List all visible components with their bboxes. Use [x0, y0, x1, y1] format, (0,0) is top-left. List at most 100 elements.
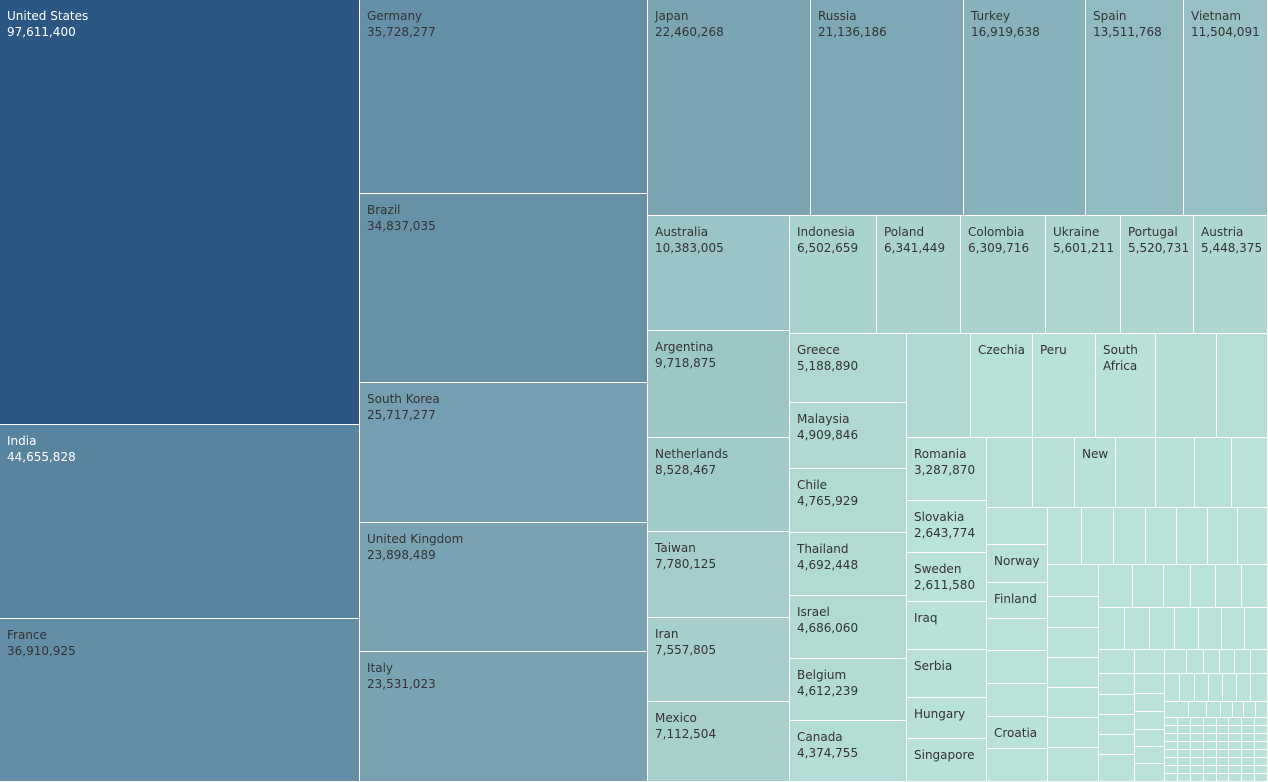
treemap-cell-minor [1048, 688, 1099, 718]
treemap-cell-minor [1099, 650, 1135, 674]
treemap-cell-minor [1165, 726, 1178, 734]
treemap-cell-minor [1255, 774, 1268, 782]
treemap-label: Peru [1040, 342, 1067, 358]
treemap-cell-germany: Germany 35,728,277 [360, 0, 648, 194]
treemap-label-value: 7,780,125 [655, 557, 717, 571]
treemap-cell-minor [1203, 774, 1217, 782]
treemap-label-value: 4,692,448 [797, 558, 859, 572]
treemap-cell-minor [1135, 764, 1165, 782]
treemap-label-name: Poland [884, 225, 925, 239]
treemap-label: Brazil 34,837,035 [367, 202, 436, 234]
treemap-cell-romania: Romania 3,287,870 [907, 438, 987, 501]
treemap-label-name: Russia [818, 9, 857, 23]
treemap-cell-minor [1177, 750, 1191, 758]
treemap-cell-minor [1190, 750, 1204, 758]
treemap-cell-minor [1216, 750, 1230, 758]
treemap-label-name: Vietnam [1191, 9, 1242, 23]
treemap-cell-minor [1177, 774, 1191, 782]
treemap-cell-minor [1242, 766, 1256, 774]
treemap-label-name: Sweden [914, 562, 962, 576]
treemap-cell-minor [1099, 565, 1133, 608]
treemap-label: New [1082, 446, 1108, 462]
treemap-cell-minor [1099, 674, 1135, 695]
treemap-label: Greece 5,188,890 [797, 342, 858, 374]
treemap-cell-slovakia: Slovakia 2,643,774 [907, 501, 987, 553]
treemap-cell-minor [987, 651, 1048, 684]
treemap-label-name: Czechia [978, 343, 1025, 357]
treemap-cell-minor [1048, 748, 1099, 782]
treemap-cell-hungary: Hungary [907, 698, 987, 739]
treemap-label-name: United Kingdom [367, 532, 464, 546]
treemap-cell-minor [1150, 608, 1175, 650]
treemap-label-value: 4,612,239 [797, 684, 859, 698]
treemap-cell-minor [1255, 758, 1268, 766]
treemap-cell-minor [1221, 702, 1233, 718]
treemap-label-value: 5,520,731 [1128, 241, 1190, 255]
treemap-cell-serbia: Serbia [907, 650, 987, 698]
treemap-cell-minor [1242, 774, 1256, 782]
treemap-cell-minor [1165, 750, 1178, 758]
treemap-label-value: 4,765,929 [797, 494, 859, 508]
treemap-cell-minor [1099, 755, 1135, 782]
treemap-cell-minor [987, 438, 1033, 508]
treemap-cell-minor [1242, 742, 1256, 750]
treemap-label-name: Belgium [797, 668, 847, 682]
treemap-label: Taiwan 7,780,125 [655, 540, 716, 572]
treemap-cell-netherlands: Netherlands 8,528,467 [648, 438, 790, 532]
treemap-label-value: 16,919,638 [971, 25, 1040, 39]
treemap-label-name: Germany [367, 9, 423, 23]
treemap-cell-minor [1165, 742, 1178, 750]
treemap-label-value: 23,898,489 [367, 548, 436, 562]
treemap-label: Italy 23,531,023 [367, 660, 436, 692]
treemap-label-value: 44,655,828 [7, 450, 76, 464]
treemap-cell-minor [987, 508, 1048, 545]
treemap-cell-minor [1238, 508, 1268, 565]
treemap-label-value: 4,686,060 [797, 621, 859, 635]
treemap-cell-mexico: Mexico 7,112,504 [648, 702, 790, 782]
treemap-label-value: 4,909,846 [797, 428, 859, 442]
treemap-cell-singapore: Singapore [907, 739, 987, 782]
treemap-cell-minor [1033, 438, 1075, 508]
treemap-cell-minor [1242, 734, 1256, 742]
treemap-cell-minor [1203, 766, 1217, 774]
treemap-label: Mexico 7,112,504 [655, 710, 716, 742]
treemap-label-value: 35,728,277 [367, 25, 436, 39]
treemap-cell-minor [1177, 726, 1191, 734]
treemap-cell-canada: Canada 4,374,755 [790, 721, 907, 782]
treemap-cell-colombia: Colombia 6,309,716 [961, 216, 1046, 334]
treemap-label-name: Iran [655, 627, 679, 641]
treemap-cell-minor [1217, 334, 1268, 438]
treemap-cell-minor [1177, 718, 1191, 726]
treemap-label-name: Romania [914, 447, 967, 461]
treemap-cell-minor [1190, 726, 1204, 734]
treemap-label-value: 21,136,186 [818, 25, 887, 39]
treemap-label-value: 9,718,875 [655, 356, 717, 370]
treemap-label: Argentina 9,718,875 [655, 339, 716, 371]
treemap-cell-minor [1189, 702, 1207, 718]
treemap-label-name: Slovakia [914, 510, 965, 524]
treemap-label-value: 10,383,005 [655, 241, 724, 255]
treemap-label-name: Austria [1201, 225, 1244, 239]
treemap-cell-minor [1255, 750, 1268, 758]
treemap-label: Indonesia 6,502,659 [797, 224, 858, 256]
treemap-cell-minor [1229, 718, 1243, 726]
treemap-cell-minor [1216, 565, 1242, 608]
treemap-cell-minor [1256, 702, 1268, 718]
treemap-cell-minor [1195, 438, 1232, 508]
treemap-label-value: 3,287,870 [914, 463, 976, 477]
treemap-cell-minor [1242, 565, 1268, 608]
treemap-cell-minor [1187, 650, 1204, 674]
treemap-cell-vietnam: Vietnam 11,504,091 [1184, 0, 1268, 216]
treemap-label: Hungary [914, 706, 965, 722]
treemap-cell-malaysia: Malaysia 4,909,846 [790, 403, 907, 469]
treemap-label-value: 11,504,091 [1191, 25, 1260, 39]
treemap-label-name: Australia [655, 225, 709, 239]
treemap-cell-minor [1048, 508, 1082, 565]
treemap-cell-minor [1223, 674, 1237, 702]
treemap-label: Iraq [914, 610, 937, 626]
treemap-label-value: 4,374,755 [797, 746, 859, 760]
treemap-cell-minor [1164, 565, 1191, 608]
treemap-cell-turkey: Turkey 16,919,638 [964, 0, 1086, 216]
treemap-label-value: 2,643,774 [914, 526, 976, 540]
